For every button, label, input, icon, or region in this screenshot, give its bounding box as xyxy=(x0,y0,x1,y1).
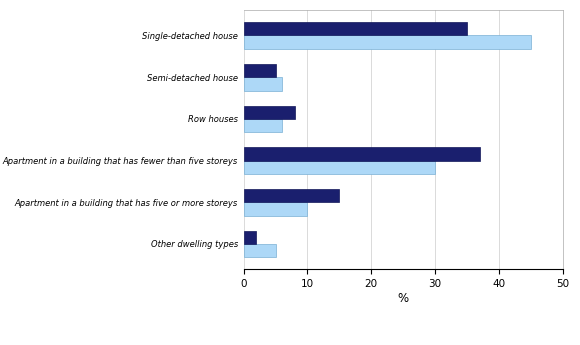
Bar xyxy=(244,244,276,257)
Bar xyxy=(244,64,276,77)
Bar xyxy=(244,77,282,90)
Bar xyxy=(244,36,531,49)
Bar xyxy=(244,189,339,202)
Bar xyxy=(244,119,282,132)
Bar xyxy=(244,202,307,216)
Bar xyxy=(244,147,480,160)
Bar xyxy=(244,231,256,244)
Bar xyxy=(244,106,295,119)
Bar xyxy=(244,22,467,36)
X-axis label: %: % xyxy=(397,292,409,305)
Bar xyxy=(244,160,435,174)
